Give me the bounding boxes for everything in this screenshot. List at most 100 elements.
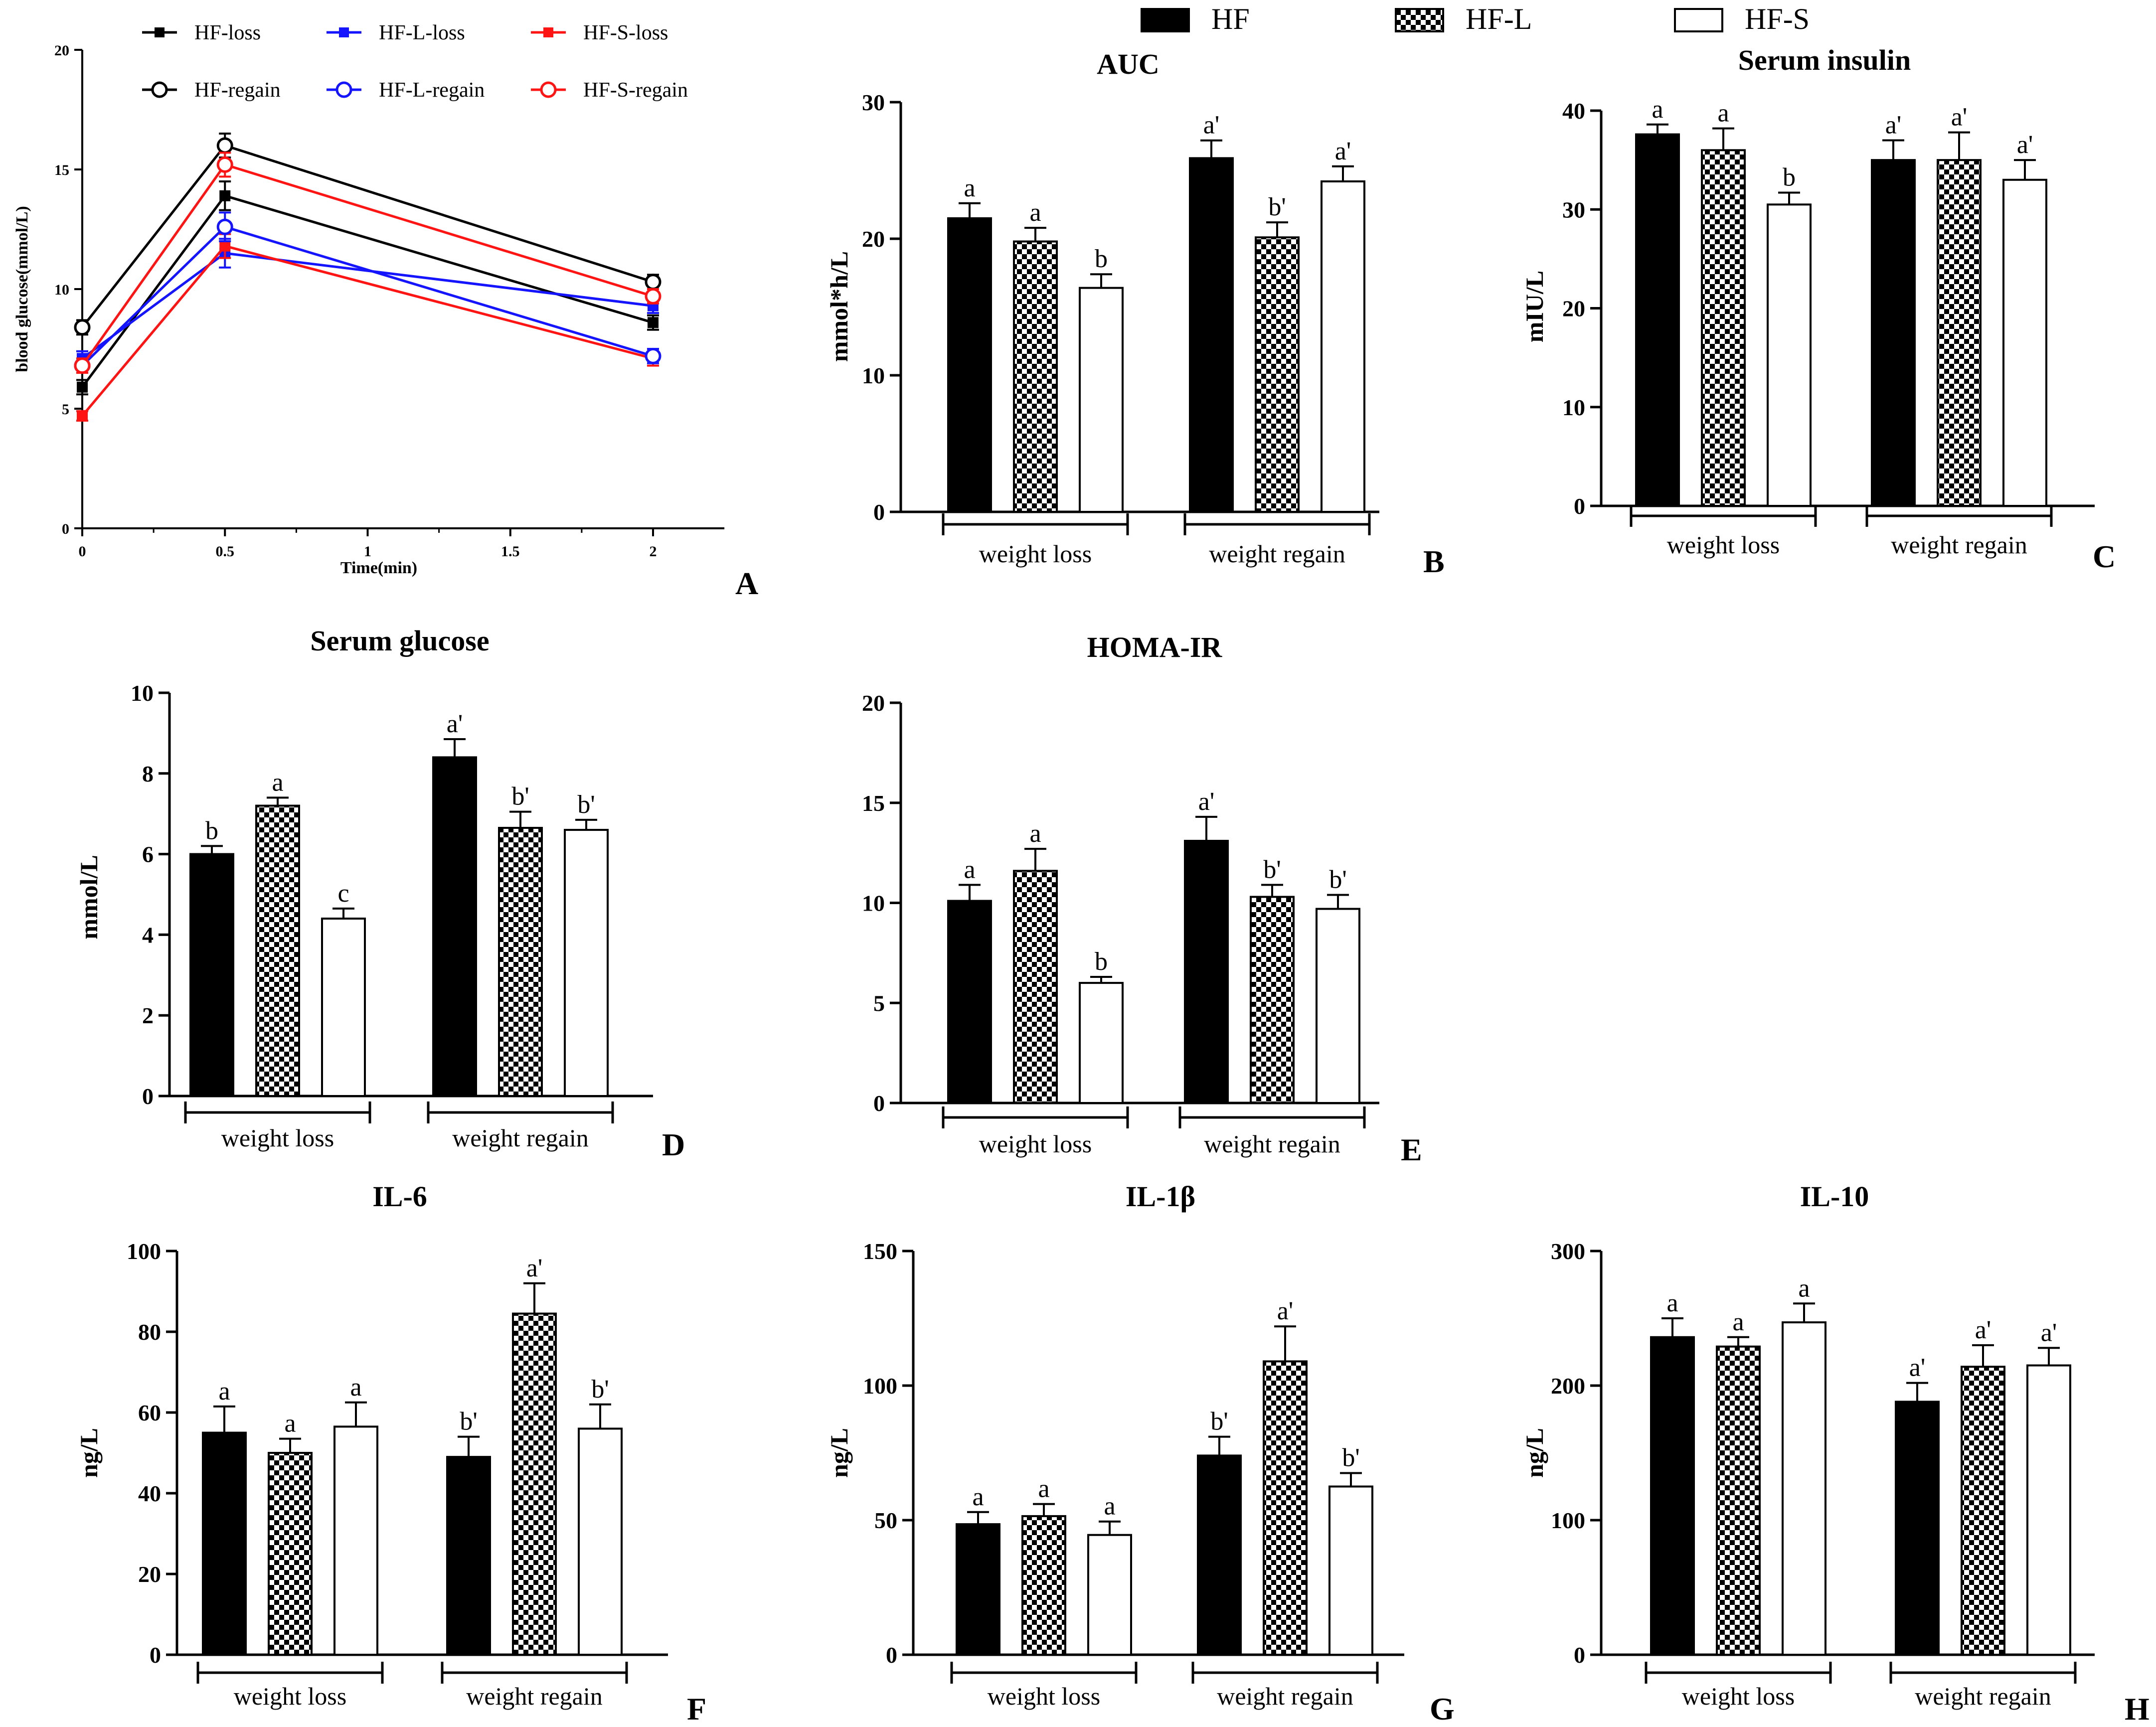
y-tick-label: 100 [127, 1239, 161, 1264]
point-hf-regain [645, 274, 662, 291]
point-hf-loss [648, 317, 659, 328]
point-hf-l-regain [216, 218, 233, 235]
group-label: weight regain [1209, 540, 1345, 568]
bar-hf [1189, 157, 1234, 513]
panel-letter: D [662, 1127, 685, 1162]
group-label: weight loss [979, 1130, 1092, 1158]
group-label: weight regain [466, 1682, 603, 1710]
panel-letter: A [735, 566, 758, 601]
y-tick-label: 10 [1562, 395, 1585, 420]
bar-hf-s [2002, 178, 2047, 507]
significance-letter: b' [1342, 1444, 1359, 1472]
significance-letter: b' [460, 1408, 477, 1436]
panel-b: AUC 0 10 20 30 mmol*h/L a a b weight loss a' b' a' we… [825, 48, 1445, 579]
bar-hf [947, 217, 992, 513]
point-hf-regain [74, 319, 91, 336]
group-label: weight regain [1915, 1682, 2051, 1710]
y-tick-label: 0 [62, 521, 69, 537]
group-label: weight loss [1682, 1682, 1795, 1710]
bar-hf-l [1013, 870, 1058, 1104]
legend-label: HF-regain [194, 79, 281, 102]
point-hf-regain [216, 137, 233, 154]
y-tick-label: 40 [1562, 98, 1585, 124]
bar-hf-s [1321, 180, 1365, 513]
legend-swatch-hf-l [1395, 8, 1444, 32]
y-axis-label: ng/L [1520, 1428, 1548, 1478]
bar-hf-l [1255, 236, 1300, 513]
legend-label-hf: HF [1211, 2, 1250, 35]
y-tick-label: 6 [142, 842, 154, 867]
y-tick-label: 30 [1562, 197, 1585, 222]
y-tick-label: 5 [62, 401, 69, 418]
bar-hf-s [1079, 982, 1124, 1104]
point-hf-s-regain [645, 288, 662, 305]
panel-f-title: IL-6 [372, 1180, 427, 1213]
significance-letter: a [1038, 1475, 1049, 1503]
significance-letter: a [1666, 1289, 1678, 1317]
point-hf-s-loss [219, 240, 231, 252]
y-tick-label: 80 [138, 1319, 161, 1345]
bar-hf-s [578, 1427, 623, 1656]
group-label: weight loss [988, 1682, 1100, 1710]
bar-hf [1197, 1454, 1242, 1656]
y-tick-label: 20 [138, 1562, 161, 1587]
point-hf-loss [219, 190, 231, 201]
bar-hf [1635, 133, 1680, 507]
panel-h-title: IL-10 [1800, 1180, 1869, 1213]
panel-c: Serum insulin 0 10 20 30 40 mIU/L a a b weight los… [1520, 44, 2116, 574]
bar-hf-s [1328, 1485, 1373, 1656]
bar-hf-l [512, 1312, 557, 1656]
panel-c-title: Serum insulin [1738, 44, 1911, 76]
significance-letter: c [337, 879, 349, 908]
significance-letter: a' [1885, 111, 1901, 139]
bar-hf-l [1701, 149, 1746, 507]
y-tick-label: 100 [1551, 1508, 1585, 1533]
significance-letter: a' [1198, 787, 1214, 816]
bar-hf-s [321, 918, 366, 1098]
bar-hf [446, 1456, 491, 1656]
y-tick-label: 20 [1562, 296, 1585, 321]
significance-letter: a' [1335, 137, 1351, 165]
group-label: weight regain [1891, 531, 2027, 559]
legend-label-hf-s: HF-S [1745, 2, 1810, 35]
legend-marker [540, 81, 557, 98]
panel-h: IL-10 0 100 200 300 ng/L a a a weight loss a' a' a' w… [1520, 1180, 2150, 1727]
y-tick-label: 20 [862, 690, 885, 716]
y-tick-label: 40 [138, 1481, 161, 1506]
significance-letter: a [1717, 99, 1729, 128]
significance-letter: b [205, 816, 218, 845]
y-tick-label: 30 [862, 90, 885, 115]
significance-letter: b' [1210, 1408, 1228, 1436]
bar-hf-l [498, 827, 543, 1097]
y-tick-label: 0 [1574, 1642, 1585, 1668]
bar-hf [202, 1431, 247, 1656]
significance-letter: b [1095, 245, 1108, 273]
y-tick-label: 200 [1551, 1373, 1585, 1399]
bar-hf-s [2026, 1364, 2071, 1656]
x-tick-label: 1 [364, 543, 371, 560]
panel-letter: B [1423, 544, 1445, 579]
series-line-hf-loss [81, 194, 654, 388]
panel-a: 0 5 10 15 20 0 0.5 1 1.5 2 Time(min) blood glucose(… [13, 21, 758, 601]
significance-letter: a' [447, 710, 463, 738]
significance-letter: a [1798, 1274, 1810, 1302]
significance-letter: b [1783, 163, 1796, 192]
y-tick-label: 2 [142, 1003, 154, 1028]
significance-letter: a' [1951, 103, 1967, 132]
bar-hf-l [1937, 159, 1982, 507]
legend-label-hf-l: HF-L [1466, 2, 1532, 35]
bar-hf-l [268, 1452, 313, 1656]
significance-letter: a [350, 1373, 361, 1402]
significance-letter: b' [511, 783, 529, 811]
significance-letter: a [1029, 198, 1041, 227]
bar-hf [1184, 840, 1229, 1104]
bar-hf [947, 900, 992, 1104]
line-legend: HF-loss HF-L-loss HF-S-loss HF-regain HF-L-r… [142, 21, 688, 102]
panel-d: Serum glucose 0 2 4 6 8 10 mmol/L b a c weight loss… [75, 625, 685, 1162]
bar-hf-l [1021, 1515, 1066, 1656]
panel-letter: E [1401, 1132, 1422, 1167]
significance-letter: a' [2017, 131, 2033, 159]
significance-letter: a [964, 174, 975, 202]
